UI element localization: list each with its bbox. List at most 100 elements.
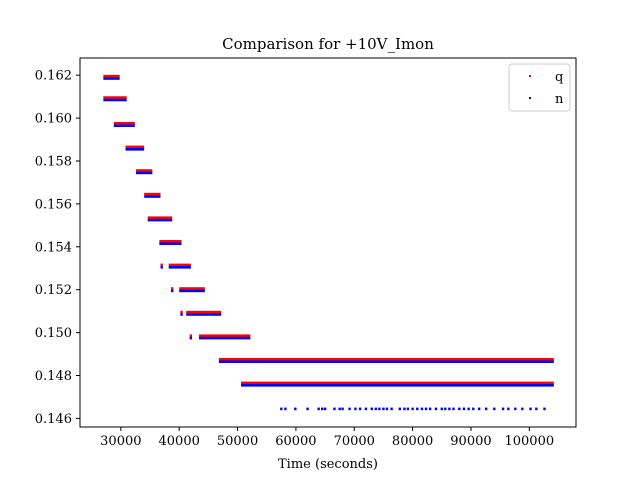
y-tick-label-5: 0.156 (35, 197, 72, 212)
y-tick-label-4: 0.154 (35, 240, 72, 255)
series-n-point-19 (374, 407, 378, 411)
y-tick-label-6: 0.158 (35, 154, 72, 169)
series-n-point-26 (406, 407, 410, 411)
series-n-point-16 (358, 407, 362, 411)
series-n-point-27 (411, 407, 414, 411)
series-n-point-45 (507, 407, 510, 411)
series-n-segment-13 (241, 383, 554, 387)
series-n (103, 77, 554, 411)
series-n-segment-4 (136, 171, 153, 175)
series-n-point-23 (390, 407, 393, 411)
series-n-point-18 (370, 407, 373, 411)
series-q-segment-11 (199, 334, 251, 337)
series-n-point-50 (543, 407, 546, 411)
series-n-point-35 (448, 407, 451, 411)
series-n-point-30 (424, 407, 428, 411)
series-q-point-1 (170, 287, 174, 290)
y-tick-label-1: 0.148 (35, 369, 72, 384)
series-n-point-46 (514, 407, 517, 411)
series-q-segment-0 (103, 74, 120, 78)
series-n-point-14 (348, 407, 351, 411)
x-axis-label: Time (seconds) (278, 457, 378, 472)
series-n-point-36 (452, 407, 455, 411)
series-q-segment-13 (241, 381, 554, 385)
chart-title: Comparison for +10V_Imon (222, 35, 434, 53)
series-n-point-12 (338, 407, 341, 411)
series-n-point-41 (477, 407, 481, 411)
series-n-point-28 (416, 407, 419, 411)
series-n-segment-3 (125, 148, 145, 151)
series-n-point-6 (294, 407, 297, 411)
series-n-point-0 (160, 265, 163, 269)
series-n-point-7 (306, 407, 309, 411)
series-q-segment-9 (179, 287, 205, 290)
legend-label-q: q (555, 70, 563, 85)
series-n-point-17 (364, 407, 368, 411)
legend: qn (508, 63, 571, 112)
series-n-point-15 (354, 407, 357, 411)
series-n-point-2 (180, 313, 183, 316)
series-n-segment-10 (186, 313, 222, 316)
series-q-segment-10 (186, 310, 222, 314)
series-q-segment-4 (136, 169, 153, 172)
series-n-segment-11 (199, 336, 251, 340)
series-n-point-3 (189, 336, 193, 340)
x-tick-label-6: 90000 (450, 434, 491, 449)
x-tick-label-4: 70000 (334, 434, 375, 449)
series-q-point-3 (189, 334, 193, 337)
series-n-segment-5 (144, 195, 161, 198)
y-tick-label-0: 0.146 (35, 412, 72, 427)
series-n-point-8 (317, 407, 320, 411)
series-n-point-9 (320, 407, 324, 411)
legend-box (508, 63, 571, 112)
series-q-segment-5 (144, 192, 161, 196)
axes: 30000 40000 50000 60000 70000 80000 90000 10000… (35, 57, 577, 449)
series-q (103, 74, 554, 385)
series-n-segment-12 (218, 360, 554, 363)
legend-marker-n (529, 97, 531, 99)
series-n-point-10 (323, 407, 327, 411)
series-n-segment-7 (159, 242, 182, 245)
series-n-point-32 (434, 407, 438, 411)
series-n-segment-2 (113, 124, 135, 128)
y-tick-label-2: 0.150 (35, 326, 72, 341)
series-n-point-33 (440, 407, 443, 411)
series-q-segment-12 (218, 357, 554, 361)
series-n-point-13 (341, 407, 344, 411)
series-n-point-38 (462, 407, 466, 411)
plot-area (103, 74, 554, 411)
series-n-point-21 (382, 407, 385, 411)
series-n-point-40 (472, 407, 475, 411)
series-n-point-24 (398, 407, 401, 411)
legend-marker-q (529, 75, 531, 77)
series-n-segment-6 (147, 218, 173, 222)
x-tick-label-0: 30000 (100, 434, 141, 449)
series-q-segment-1 (103, 96, 127, 99)
x-tick-label-7: 100000 (504, 434, 554, 449)
series-n-point-34 (444, 407, 447, 411)
x-tick-label-2: 50000 (217, 434, 258, 449)
series-n-segment-1 (103, 98, 127, 102)
y-tick-label-3: 0.152 (35, 283, 72, 298)
series-q-segment-8 (168, 263, 191, 267)
series-n-point-5 (284, 407, 287, 411)
series-n-point-49 (535, 407, 538, 411)
series-n-point-25 (403, 407, 406, 411)
x-tick-label-1: 40000 (159, 434, 200, 449)
legend-label-n: n (555, 92, 564, 107)
series-n-point-42 (484, 407, 488, 411)
series-n-segment-9 (179, 289, 205, 293)
series-q-segment-2 (113, 122, 135, 125)
x-tick-label-3: 60000 (275, 434, 316, 449)
series-n-point-43 (493, 407, 496, 411)
series-n-point-1 (170, 289, 174, 293)
series-n-point-47 (521, 407, 524, 411)
series-n-point-4 (280, 407, 283, 411)
series-q-point-0 (160, 263, 163, 267)
series-n-point-44 (501, 407, 505, 411)
series-q-segment-3 (125, 145, 145, 149)
y-tick-label-8: 0.162 (35, 69, 72, 84)
series-n-point-31 (428, 407, 432, 411)
series-n-point-11 (333, 407, 336, 411)
